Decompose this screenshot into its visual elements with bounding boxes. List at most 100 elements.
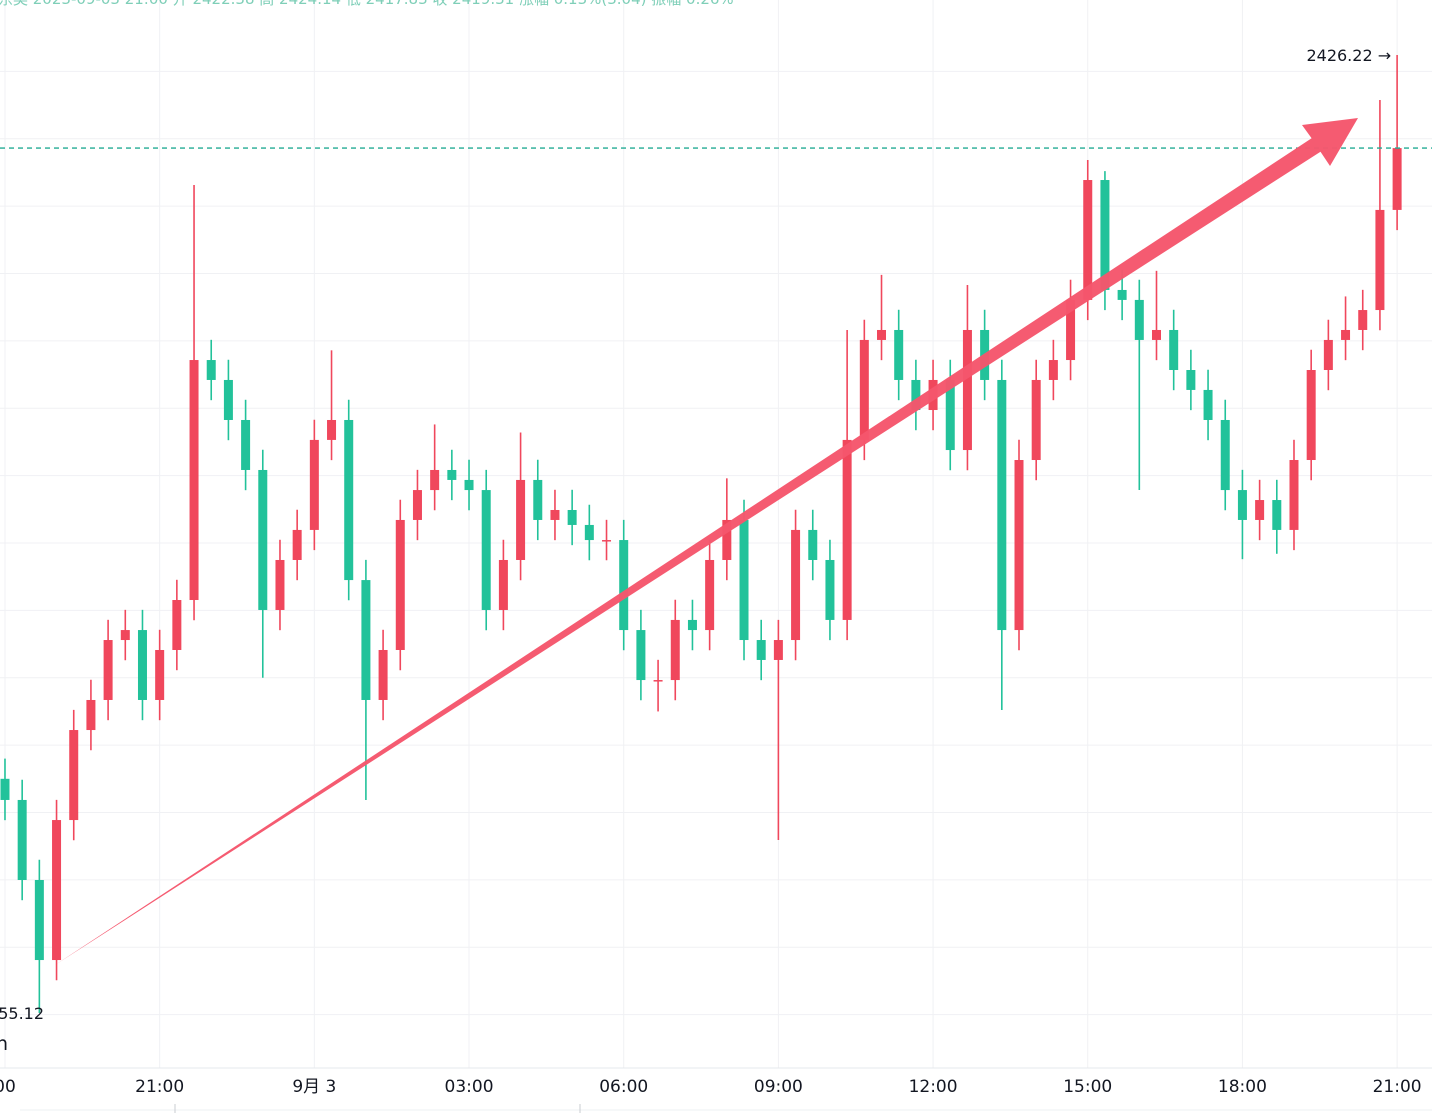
candle-body [1169,329,1179,371]
candle-body [670,619,680,681]
candle-body [584,524,594,541]
x-tick-label: 9月 3 [292,1077,336,1097]
candle-body [1306,370,1316,461]
candle-body [945,379,955,451]
candle-body [361,580,371,700]
candle-body [1255,500,1265,520]
candle-body [791,529,801,641]
candle-body [309,439,319,530]
candle-body [395,519,405,650]
x-tick-label: 00 [0,1077,16,1097]
candle-body [1341,329,1351,340]
candle-body [447,469,457,480]
x-tick-label: 12:00 [909,1077,958,1097]
candle-body [498,559,508,610]
candle-body [1358,310,1368,330]
candle-body [567,509,577,525]
x-tick-label: 21:00 [1373,1077,1422,1097]
candle-body [34,879,44,961]
candle-body [103,640,113,700]
candle-body [481,490,491,610]
candle-body [911,379,921,411]
candle-body [1014,460,1024,631]
candle-body [997,379,1007,631]
candle-body [842,439,852,620]
candle-body [69,730,79,821]
x-tick-label: 09:00 [754,1077,803,1097]
candle-body [1066,299,1076,361]
price-annotation: 2426.22 → [1306,46,1391,65]
candle-body [1083,180,1093,300]
candle-body [550,509,560,520]
candle-body [636,630,646,681]
candle-body [653,680,663,682]
candle-body [155,649,165,700]
candle-body [137,630,147,700]
candle-body [464,479,474,491]
candle-body [619,540,629,631]
candle-body [739,519,749,641]
candle-body [275,559,285,610]
overlay [55,118,1358,965]
candle-body [602,540,612,542]
candle-body [1134,299,1144,340]
candle-body [1375,209,1385,311]
trend-arrow [55,118,1358,965]
candle-body [1220,419,1230,491]
candle-body [206,360,216,380]
candle-body [292,529,302,560]
x-tick-label: 18:00 [1218,1077,1267,1097]
candle-body [894,329,904,380]
candle-body [172,600,182,650]
x-tick-label: 03:00 [445,1077,494,1097]
candle-body [1117,289,1127,300]
candle-body [533,479,543,520]
candle-body [52,820,62,961]
candle-body [1151,329,1161,340]
candle-body [1392,148,1402,210]
candle-body [1323,339,1333,371]
candle-body [1048,360,1058,380]
corner-text: n [0,1033,8,1055]
candle-body [705,559,715,631]
candle-body [1100,180,1110,290]
candles [0,54,1432,1013]
candle-body [86,699,96,731]
x-tick-label: 06:00 [599,1077,648,1097]
candle-body [1203,389,1213,420]
x-tick-label: 15:00 [1063,1077,1112,1097]
candle-body [1237,490,1247,520]
candle-body [1186,370,1196,390]
candle-body [1031,379,1041,461]
candle-body [756,640,766,660]
candle-body [258,469,268,610]
candle-body [241,419,251,470]
labels: 00 21:00 9月 3 03:00 06:00 09:00 12:00 15:00 18:0… [0,46,1422,1097]
candle-body [516,479,526,560]
candle-body [0,778,10,800]
candle-body [1272,500,1282,530]
candle-body [189,360,199,601]
candle-body [1289,460,1299,530]
candle-body [430,469,440,491]
header-info: 东奥 2023-09-03 21:00 开 2422.38 高 2424.14 … [0,0,734,8]
candle-body [344,419,354,581]
candle-body [825,559,835,620]
candle-body [687,619,697,631]
candle-body [223,379,233,420]
candle-body [877,329,887,340]
candle-body [378,649,388,700]
x-tick-label: 21:00 [135,1077,184,1097]
candle-body [327,419,337,440]
candle-body [17,799,27,880]
candle-body [722,519,732,560]
price-annotation: ← 2355.12 [0,1004,44,1023]
candle-body [859,339,869,440]
candle-body [773,640,783,660]
candle-body [120,630,130,641]
candle-body [412,490,422,520]
candle-body [962,329,972,451]
candle-body [808,529,818,560]
